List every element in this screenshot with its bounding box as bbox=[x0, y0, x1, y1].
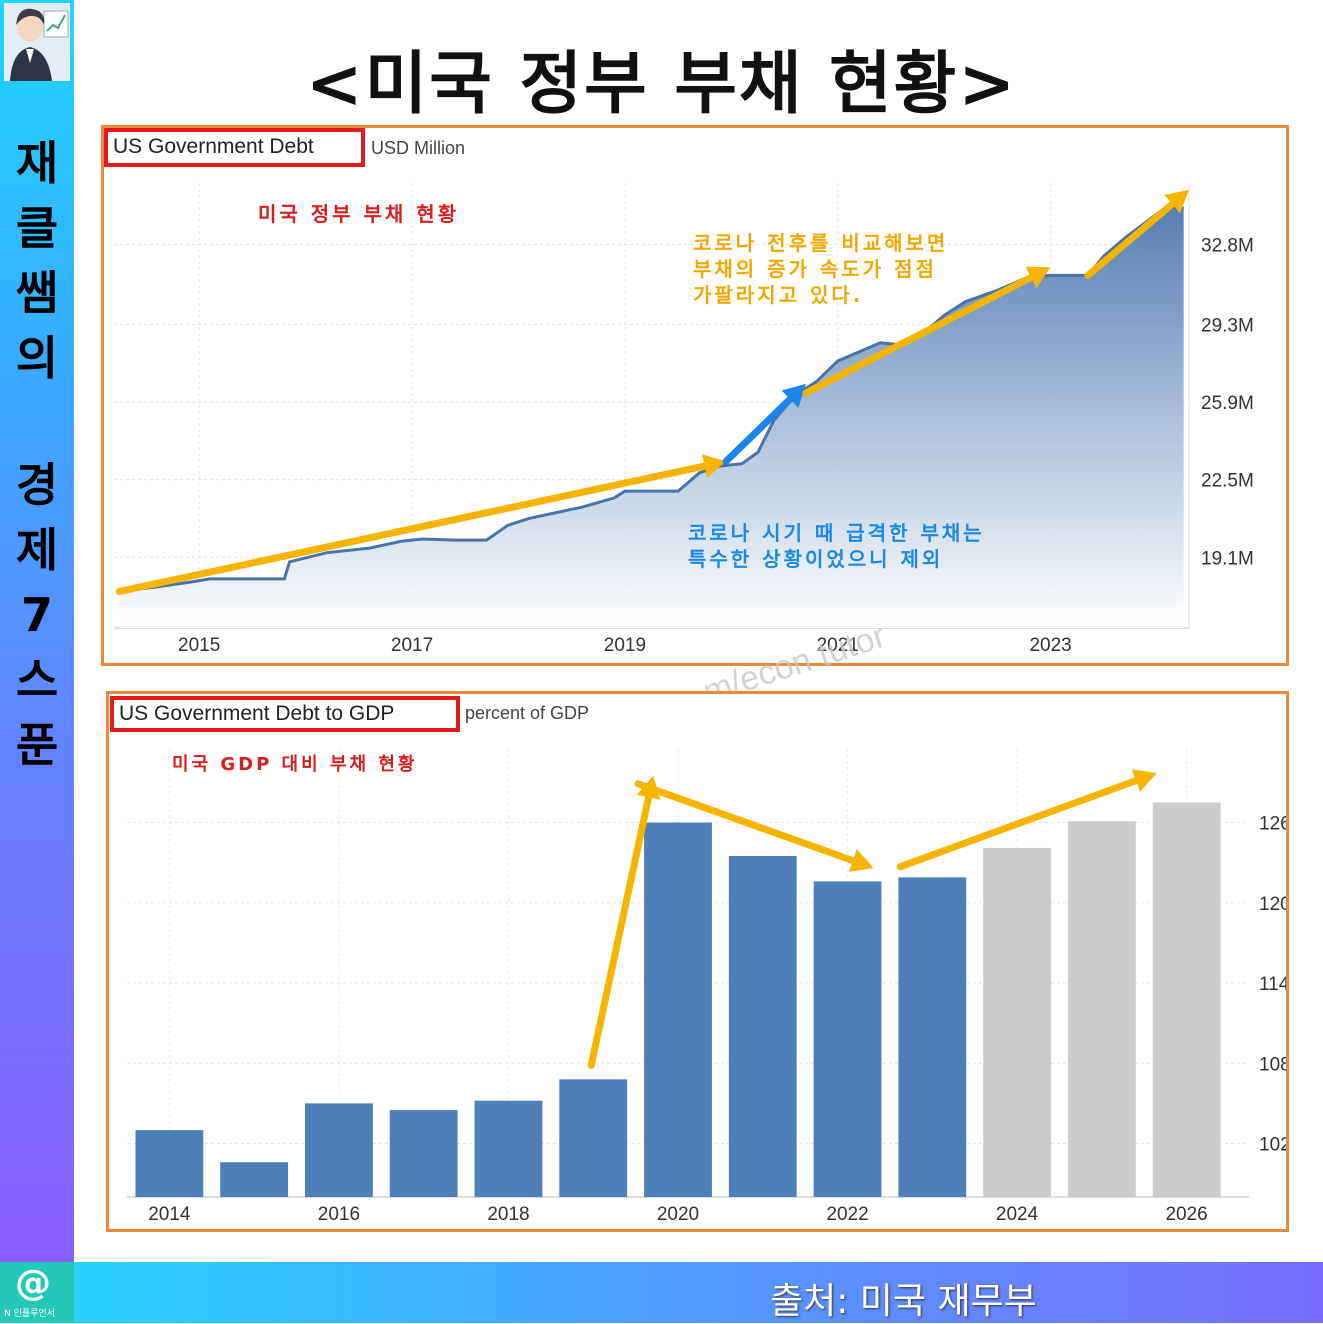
sidebar-char: 제 bbox=[15, 523, 59, 577]
yellow-note-line: 부채의 증가 속도가 점점 bbox=[693, 257, 937, 281]
debt-gdp-unit-label: percent of GDP bbox=[465, 703, 590, 723]
debt-unit-label: USD Million bbox=[371, 138, 466, 158]
x-tick-label: 2019 bbox=[604, 635, 646, 656]
debt-title-tag: US Government Debt bbox=[104, 128, 365, 167]
blue-note-line: 코로나 시기 때 급격한 부채는 bbox=[688, 521, 985, 545]
debt-gdp-red-note: 미국 GDP 대비 부채 현황 bbox=[172, 754, 418, 775]
x-tick-label: 2022 bbox=[826, 1204, 868, 1225]
x-tick-label: 2014 bbox=[148, 1204, 191, 1225]
bar-2026 bbox=[1152, 802, 1221, 1197]
y-tick-label: 19.1M bbox=[1201, 548, 1254, 569]
x-tick-label: 2016 bbox=[318, 1204, 360, 1225]
trend-arrow-icon bbox=[115, 454, 727, 595]
bar-2021 bbox=[728, 855, 797, 1197]
x-tick-label: 2024 bbox=[996, 1204, 1039, 1225]
bar-2018 bbox=[474, 1100, 543, 1197]
logo-text: N 인플루언서 bbox=[4, 1309, 55, 1319]
rise-arrow-icon bbox=[896, 769, 1157, 871]
y-tick-label: 108 bbox=[1259, 1054, 1286, 1075]
bar-2015 bbox=[220, 1162, 289, 1197]
x-tick-label: 2026 bbox=[1165, 1204, 1207, 1225]
bar-2024 bbox=[983, 847, 1051, 1197]
y-tick-label: 120 bbox=[1259, 894, 1286, 915]
sidebar-char: 쌤 bbox=[15, 266, 59, 320]
sidebar-char: 스 bbox=[15, 653, 59, 707]
x-tick-label: 2020 bbox=[657, 1204, 699, 1225]
y-tick-label: 29.3M bbox=[1201, 315, 1254, 336]
yellow-note-line: 가팔라지고 있다. bbox=[693, 283, 864, 307]
bar-2022 bbox=[813, 881, 882, 1197]
yellow-note-line: 코로나 전후를 비교해보면 bbox=[693, 231, 949, 255]
sidebar-banner bbox=[0, 0, 74, 1262]
debt-area-fill bbox=[119, 205, 1184, 629]
x-tick-label: 2015 bbox=[178, 635, 220, 656]
page-title: <미국 정부 부채 현황> bbox=[305, 45, 1018, 124]
bar-2023 bbox=[898, 877, 967, 1197]
avatar bbox=[4, 3, 70, 81]
sidebar-char: 의 bbox=[15, 331, 59, 385]
bar-2016 bbox=[305, 1103, 373, 1197]
blue-note-line: 특수한 상황이었으니 제외 bbox=[688, 547, 944, 571]
sidebar-char: 7 bbox=[20, 588, 53, 642]
debt-gdp-bar-chart: 102 108 114 120 126 2014 2016 2018 2020 2022 2024 2… bbox=[127, 749, 1286, 1225]
x-tick-label: 2023 bbox=[1029, 635, 1071, 656]
y-tick-label: 114 bbox=[1259, 974, 1286, 995]
bar-2014 bbox=[135, 1130, 204, 1197]
y-tick-label: 126 bbox=[1259, 814, 1286, 835]
sidebar-char: 재 bbox=[15, 136, 59, 190]
bar-2017 bbox=[389, 1110, 458, 1197]
at-icon: @ bbox=[15, 1263, 51, 1304]
footer-bar bbox=[74, 1262, 1323, 1323]
debt-blue-note: 코로나 시기 때 급격한 부채는 특수한 상황이었으니 제외 bbox=[688, 520, 985, 572]
y-tick-label: 32.8M bbox=[1201, 236, 1254, 257]
decline-arrow-icon bbox=[634, 780, 874, 872]
x-tick-label: 2018 bbox=[487, 1204, 529, 1225]
x-tick-label: 2021 bbox=[817, 635, 859, 656]
debt-red-note: 미국 정부 부채 현황 bbox=[258, 202, 460, 226]
bar-2019 bbox=[559, 1079, 628, 1197]
bar-2020 bbox=[644, 822, 712, 1197]
y-tick-label: 22.5M bbox=[1201, 471, 1254, 492]
covid-arrow-icon bbox=[722, 383, 806, 465]
debt-area-chart: 19.1M 22.5M 25.9M 29.3M 32.8M 2015 2017 2019 202… bbox=[114, 183, 1254, 656]
source-label: 출처: 미국 재무부 bbox=[770, 1281, 1037, 1322]
sidebar-char: 경 bbox=[15, 458, 59, 512]
bar-2025 bbox=[1067, 821, 1136, 1197]
influencer-logo bbox=[0, 1262, 74, 1323]
y-tick-label: 25.9M bbox=[1201, 393, 1254, 414]
x-tick-label: 2017 bbox=[391, 635, 433, 656]
sidebar-char: 푼 bbox=[15, 718, 59, 772]
sidebar-char: 클 bbox=[15, 201, 59, 255]
trend-arrow-icon bbox=[802, 266, 1051, 397]
y-tick-label: 102 bbox=[1259, 1135, 1286, 1156]
debt-gdp-title-tag: US Government Debt to GDP bbox=[110, 696, 460, 732]
trend-arrow-icon bbox=[1084, 189, 1189, 279]
debt-yellow-note: 코로나 전후를 비교해보면 부채의 증가 속도가 점점 가팔라지고 있다. bbox=[693, 230, 948, 308]
